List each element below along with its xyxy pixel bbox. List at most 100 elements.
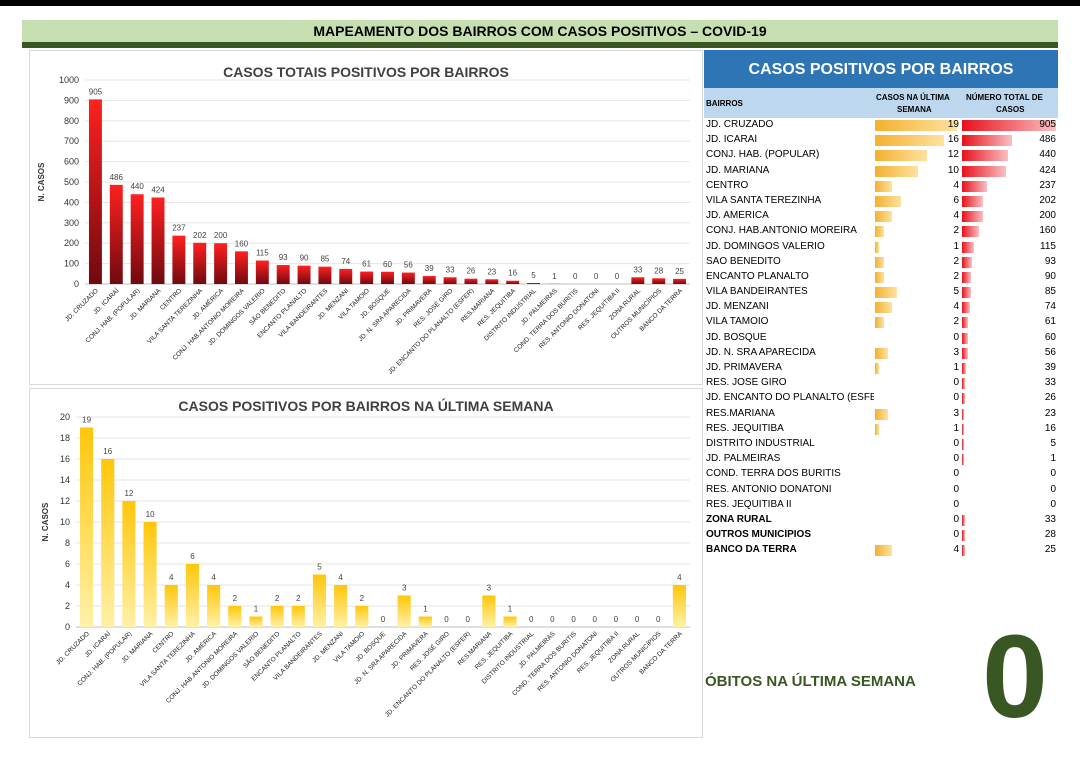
- week-cases-value: 0: [953, 468, 959, 480]
- week-cases-value: 0: [953, 331, 959, 343]
- table-row: RES.MARIANA 3 23: [704, 407, 1058, 422]
- total-cases-value: 74: [1044, 301, 1056, 313]
- total-cases-bar: [962, 363, 967, 374]
- week-cases-bar: [875, 317, 884, 329]
- total-cases-value: 237: [1039, 179, 1056, 191]
- data-label: 202: [193, 231, 207, 240]
- row-bairro-name: CONJ. HAB. (POPULAR): [706, 149, 820, 161]
- data-label: 0: [656, 615, 661, 624]
- bar: [122, 501, 136, 627]
- y-tick-label: 6: [65, 559, 70, 569]
- row-bairro-name: VILA SANTA TEREZINHA: [706, 194, 822, 206]
- week-cases-value: 0: [953, 483, 959, 495]
- table-row: JD. BOSQUE 0 60: [704, 331, 1058, 346]
- total-cases-value: 93: [1044, 255, 1056, 267]
- y-tick-label: 300: [64, 218, 79, 228]
- data-label: 16: [103, 447, 112, 456]
- row-bairro-name: JD. MENZANI: [706, 301, 769, 313]
- week-cases-value: 16: [947, 134, 959, 146]
- bar: [80, 427, 94, 627]
- week-cases-value: 5: [953, 286, 959, 298]
- data-label: 160: [235, 239, 249, 248]
- y-axis-label: N. CASOS: [41, 502, 50, 541]
- table-row: COND. TERRA DOS BURITIS 0 0: [704, 467, 1058, 482]
- bar: [355, 606, 369, 627]
- bar: [193, 242, 207, 284]
- table-row: JD. CRUZADO 19 905: [704, 118, 1058, 133]
- row-bairro-name: VILA BANDEIRANTES: [706, 286, 808, 298]
- column-header-bairros: BAIRROS: [706, 99, 743, 108]
- category-label: JD. PRIMAVERA: [390, 630, 430, 670]
- table-row: RES. JEQUITIBA 1 16: [704, 422, 1058, 437]
- category-label: RES. JEQUITIBA: [474, 630, 515, 671]
- bar: [401, 272, 415, 284]
- week-cases-bar: [875, 423, 880, 435]
- data-label: 90: [300, 254, 309, 263]
- bar: [422, 276, 436, 284]
- week-cases-value: 12: [947, 149, 959, 161]
- row-bairro-name: JD. ENCANTO DO PLANALTO (ESFER): [706, 392, 874, 404]
- top-border: [0, 0, 1080, 6]
- table-row: RES. ANTONIO DONATONI 0 0: [704, 483, 1058, 498]
- y-tick-label: 700: [64, 136, 79, 146]
- total-cases-value: 56: [1044, 346, 1056, 358]
- chart-title: CASOS TOTAIS POSITIVOS POR BAIRROS: [223, 64, 509, 80]
- chart-title: CASOS POSITIVOS POR BAIRROS NA ÚLTIMA SE…: [178, 397, 553, 414]
- row-bairro-name: OUTROS MUNICÍPIOS: [706, 529, 812, 541]
- table-row: OUTROS MUNICÍPIOS 0 28: [704, 528, 1058, 543]
- row-bairro-name: JD. DOMINGOS VALERIO: [706, 240, 825, 252]
- y-tick-label: 600: [64, 157, 79, 167]
- week-cases-bar: [875, 195, 901, 207]
- row-bairro-name: JD. PALMEIRAS: [706, 453, 781, 465]
- total-cases-chart: CASOS TOTAIS POSITIVOS POR BAIRROS N. CAS…: [37, 64, 690, 376]
- data-label: 0: [573, 272, 578, 281]
- data-label: 25: [675, 267, 684, 276]
- row-bairro-name: JD. BOSQUE: [706, 331, 767, 343]
- column-header-total-line1: NÚMERO TOTAL DE: [966, 93, 1043, 102]
- total-cases-bar: [962, 150, 1008, 162]
- y-tick-label: 20: [60, 412, 70, 422]
- bar: [172, 235, 186, 284]
- data-label: 74: [341, 257, 350, 266]
- table-row: JD. ICARAÍ 16 486: [704, 133, 1058, 148]
- bar: [672, 585, 686, 627]
- bar: [207, 585, 221, 627]
- bar: [506, 280, 520, 284]
- week-cases-value: 1: [953, 422, 959, 434]
- table-row: CENTRO 4 237: [704, 179, 1058, 194]
- week-cases-value: 4: [953, 210, 959, 222]
- row-bairro-name: RES. JEQUITIBA: [706, 422, 784, 434]
- total-cases-bar: [962, 378, 966, 390]
- total-cases-bar: [962, 256, 972, 268]
- y-tick-label: 2: [65, 601, 70, 611]
- column-header-week-line1: CASOS NA ÚLTIMA: [876, 93, 950, 102]
- data-label: 33: [446, 265, 455, 274]
- y-tick-label: 100: [64, 259, 79, 269]
- bar: [143, 522, 157, 627]
- data-label: 39: [425, 264, 434, 273]
- total-cases-value: 90: [1044, 270, 1056, 282]
- y-tick-label: 900: [64, 95, 79, 105]
- bar: [673, 278, 687, 284]
- y-tick-label: 14: [60, 475, 70, 485]
- data-label: 0: [444, 615, 449, 624]
- total-cases-bar: [962, 241, 974, 253]
- column-header-week-line2: SEMANA: [897, 105, 932, 114]
- cases-table: JD. CRUZADO 19 905 JD. ICARAÍ 16 486 CONJ. HAB…: [704, 118, 1058, 558]
- total-cases-value: 115: [1040, 240, 1056, 252]
- bar: [291, 606, 305, 627]
- row-bairro-name: CONJ. HAB.ANTONIO MOREIRA: [706, 225, 857, 237]
- total-cases-bar: [962, 408, 965, 420]
- bar: [249, 616, 263, 627]
- row-bairro-name: COND. TERRA DOS BURITIS: [706, 468, 841, 480]
- bar: [397, 595, 411, 627]
- week-cases-value: 6: [953, 194, 959, 206]
- y-tick-label: 4: [65, 580, 70, 590]
- table-row: JD. N. SRA APARECIDA 3 56: [704, 346, 1058, 361]
- week-cases-value: 2: [953, 316, 959, 328]
- bar: [130, 194, 144, 284]
- data-label: 26: [466, 267, 475, 276]
- y-tick-label: 400: [64, 197, 79, 207]
- row-bairro-name: ZONA RURAL: [706, 513, 772, 525]
- week-cases-value: 0: [953, 437, 959, 449]
